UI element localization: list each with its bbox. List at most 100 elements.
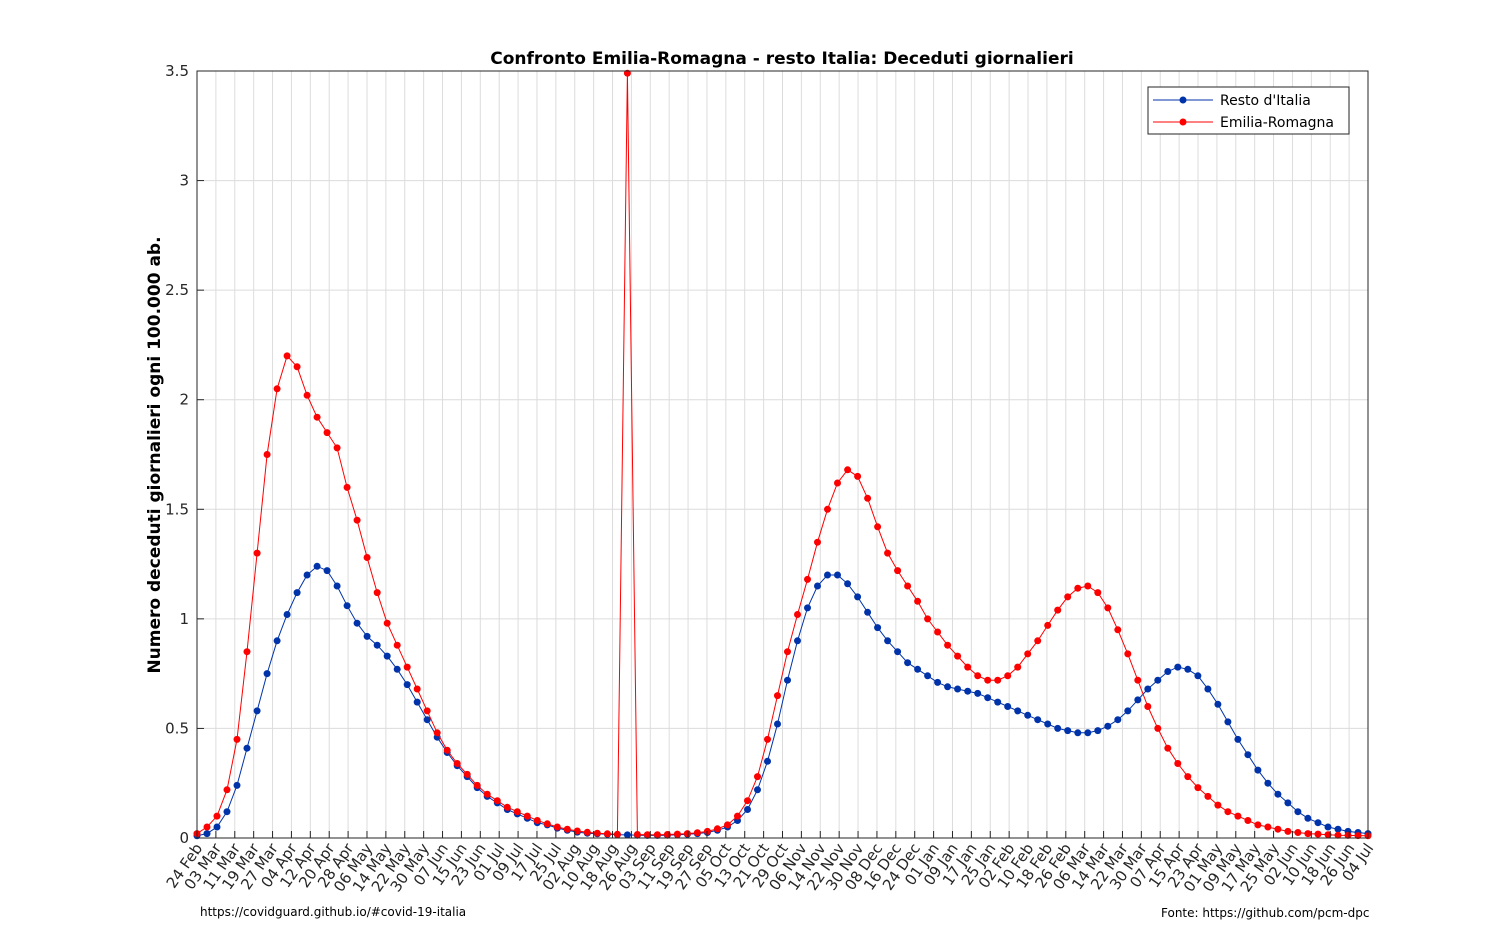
data-point [1124,650,1132,658]
data-point [1104,722,1112,730]
data-point [844,580,852,588]
data-point [233,735,241,743]
data-point [613,830,621,838]
data-point [353,619,361,627]
data-point [924,672,932,680]
data-point [774,720,781,728]
y-tick-label: 3 [179,172,189,190]
data-point [1024,711,1032,719]
grid-lines [197,71,1368,838]
chart-title: Confronto Emilia-Romagna - resto Italia:… [490,49,1073,69]
data-point [513,808,521,816]
data-point [653,831,661,839]
data-point [503,803,511,811]
series-line [196,565,1369,837]
data-point [343,483,351,491]
data-point [1064,593,1072,601]
data-point [643,831,651,839]
data-point [1324,823,1332,831]
data-point [273,637,281,645]
data-point [1194,784,1202,792]
data-point [583,828,591,836]
data-point [874,624,882,632]
data-point [924,615,932,623]
data-point [1264,823,1272,831]
data-point [1274,825,1282,833]
data-point [934,628,942,636]
data-point [1114,716,1122,724]
data-point [393,665,401,673]
footer-source-left[interactable]: https://covidguard.github.io/#covid-19-i… [200,905,467,919]
data-point [764,757,771,765]
data-point [1144,685,1152,693]
data-point [1274,790,1282,798]
footer-source-right[interactable]: Fonte: https://github.com/pcm-dpc [1161,906,1370,920]
data-point [563,825,571,833]
y-tick-label: 2 [179,391,189,409]
data-point [353,516,361,524]
data-point [1004,703,1012,710]
data-point [974,672,982,680]
data-point [814,582,821,590]
data-point [824,505,831,513]
data-point [543,820,551,828]
data-point [273,385,281,393]
data-point [223,786,231,794]
data-point [553,823,561,831]
data-point [473,781,481,789]
data-point [1234,735,1242,743]
data-point [713,825,721,833]
data-point [293,589,301,597]
data-point [1164,668,1172,675]
series-line [196,73,1369,837]
data-point [944,683,952,691]
data-point [1194,672,1202,680]
data-point [1044,720,1052,728]
data-point [814,538,821,546]
data-point [203,830,211,838]
data-point [1094,589,1102,597]
data-point [413,698,421,706]
data-point [523,812,531,820]
data-point [603,830,611,838]
data-point [433,729,441,737]
series-layer [193,69,1372,840]
data-point [293,363,301,371]
data-point [894,648,902,656]
data-point [884,637,892,645]
data-point [1304,830,1312,838]
data-point [223,808,231,816]
data-point [303,391,311,399]
data-point [954,652,962,660]
data-point [483,790,491,798]
data-point [1184,773,1192,781]
data-point [944,641,952,649]
data-point [383,619,391,627]
data-point [994,676,1002,684]
data-point [323,429,331,437]
data-point [764,735,771,743]
data-point [263,451,271,458]
data-point [693,829,701,837]
data-point [784,676,791,684]
data-point [1044,621,1052,629]
data-point [313,562,321,570]
y-tick-label: 1.5 [165,500,189,518]
data-point [1224,718,1232,726]
data-point [663,831,671,838]
data-point [794,637,801,645]
data-point [1074,729,1082,737]
data-point [1034,716,1042,724]
legend-label-emilia-romagna: Emilia-Romagna [1220,115,1334,131]
data-point [1104,604,1112,612]
data-point [1034,637,1042,645]
data-point [313,413,321,421]
data-point [774,692,781,700]
data-point [1244,751,1252,759]
series-emilia-romagna [193,69,1372,840]
data-point [1214,700,1222,708]
data-point [303,571,311,579]
y-tick-label: 0.5 [165,719,189,737]
